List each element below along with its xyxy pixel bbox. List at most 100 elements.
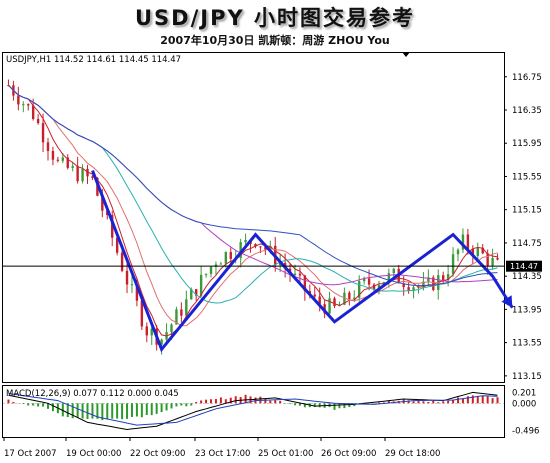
y-tick-label: 113.55 <box>512 339 542 349</box>
candle-body <box>101 195 104 211</box>
macd-label: MACD(12,26,9) 0.077 0.112 0.000 0.045 <box>6 389 179 399</box>
macd-tick-label: 0.201 <box>512 388 536 398</box>
candle-body <box>170 324 173 332</box>
candle-body <box>333 298 336 307</box>
y-tick-label: 115.15 <box>512 206 542 216</box>
last-price-label: 114.47 <box>510 262 538 271</box>
candle-body <box>244 239 247 243</box>
candle-body <box>185 299 188 316</box>
candle-body <box>254 243 257 247</box>
candle-body <box>471 249 475 257</box>
y-tick-label: 116.35 <box>512 106 542 116</box>
candle-body <box>51 150 55 160</box>
macd-layer <box>3 391 504 431</box>
candle-body <box>145 326 148 336</box>
y-tick-label: 113.15 <box>512 372 542 382</box>
candle-body <box>481 247 484 254</box>
candle-body <box>76 166 79 182</box>
candle-body <box>264 247 267 250</box>
candle-body <box>348 292 351 299</box>
moving-averages-layer <box>8 84 498 337</box>
candle-body <box>451 254 455 275</box>
candle-body <box>120 252 124 271</box>
candle-body <box>432 277 435 290</box>
x-tick-label: 22 Oct 09:00 <box>130 449 185 459</box>
candle-body <box>125 270 129 285</box>
candle-body <box>66 157 69 168</box>
y-tick-label: 116.75 <box>512 73 542 83</box>
candle-body <box>387 273 391 283</box>
candle-body <box>41 123 45 143</box>
candle-body <box>372 284 376 290</box>
last-price-box <box>506 260 542 272</box>
chart-shift-marker-icon[interactable] <box>402 52 410 57</box>
x-tick-label: 23 Oct 17:00 <box>195 449 250 459</box>
candle-body <box>362 278 366 282</box>
down-arrow-icon <box>501 295 513 308</box>
moving-average-line <box>8 84 498 327</box>
candle-body <box>140 300 144 327</box>
candle-body <box>456 249 460 255</box>
candle-body <box>56 159 60 161</box>
candle-body <box>427 277 430 282</box>
candle-body <box>180 309 183 316</box>
candle-body <box>214 264 218 267</box>
y-tick-label: 113.95 <box>512 305 542 315</box>
candle-body <box>111 215 114 238</box>
moving-average-line <box>8 84 498 304</box>
macd-tick-label: 0.000 <box>512 399 536 409</box>
candle-body <box>259 246 262 248</box>
candle-body <box>36 118 40 124</box>
candle-body <box>466 234 470 250</box>
candle-body <box>204 273 208 275</box>
candle-body <box>377 284 381 290</box>
candle-body <box>318 296 321 305</box>
candle-body <box>130 284 134 286</box>
candle-body <box>224 252 228 264</box>
y-tick-label: 115.95 <box>512 139 542 149</box>
candle-body <box>31 105 35 119</box>
y-tick-label: 114.75 <box>512 239 542 249</box>
candle-body <box>293 273 297 275</box>
candle-body <box>392 268 395 274</box>
candle-body <box>303 275 307 292</box>
macd-frame <box>2 385 505 438</box>
chart-subtitle: 2007年10月30日 凯斯顿：周游 ZHOU You <box>160 34 390 47</box>
candle-body <box>328 298 331 314</box>
candle-body <box>491 257 494 266</box>
axis-layer: 116.75 116.35 115.95 115.55 115.15 114.75 114.… <box>3 73 542 459</box>
candle-body <box>219 263 223 265</box>
zigzag-layer <box>91 170 514 353</box>
macd-signal-line <box>8 393 498 426</box>
candle-body <box>27 104 30 106</box>
main-chart-frame <box>2 52 505 383</box>
candle-body <box>150 328 153 336</box>
x-tick-label: 25 Oct 01:00 <box>258 449 313 459</box>
macd-line <box>8 391 498 431</box>
candle-body <box>194 289 198 296</box>
moving-average-line <box>8 84 498 337</box>
candle-body <box>61 157 65 161</box>
moving-average-line <box>8 84 498 287</box>
candle-body <box>269 245 272 250</box>
candle-body <box>71 166 74 168</box>
candle-body <box>358 281 361 298</box>
candle-body <box>199 274 203 296</box>
candle-body <box>175 309 178 325</box>
candle-body <box>441 275 445 281</box>
candle-body <box>46 142 50 151</box>
candle-body <box>239 242 242 259</box>
x-tick-label: 26 Oct 09:00 <box>321 449 376 459</box>
candle-body <box>209 266 213 274</box>
chart-title: USD/JPY 小时图交易参考 <box>135 6 415 30</box>
candle-body <box>367 278 371 285</box>
candle-body <box>135 284 139 301</box>
candle-body <box>313 294 316 297</box>
candle-body <box>22 104 25 106</box>
macd-tick-label: -0.496 <box>512 426 539 436</box>
candle-body <box>402 283 405 288</box>
candle-body <box>229 252 232 259</box>
candle-body <box>407 287 410 291</box>
candle-body <box>81 168 84 182</box>
